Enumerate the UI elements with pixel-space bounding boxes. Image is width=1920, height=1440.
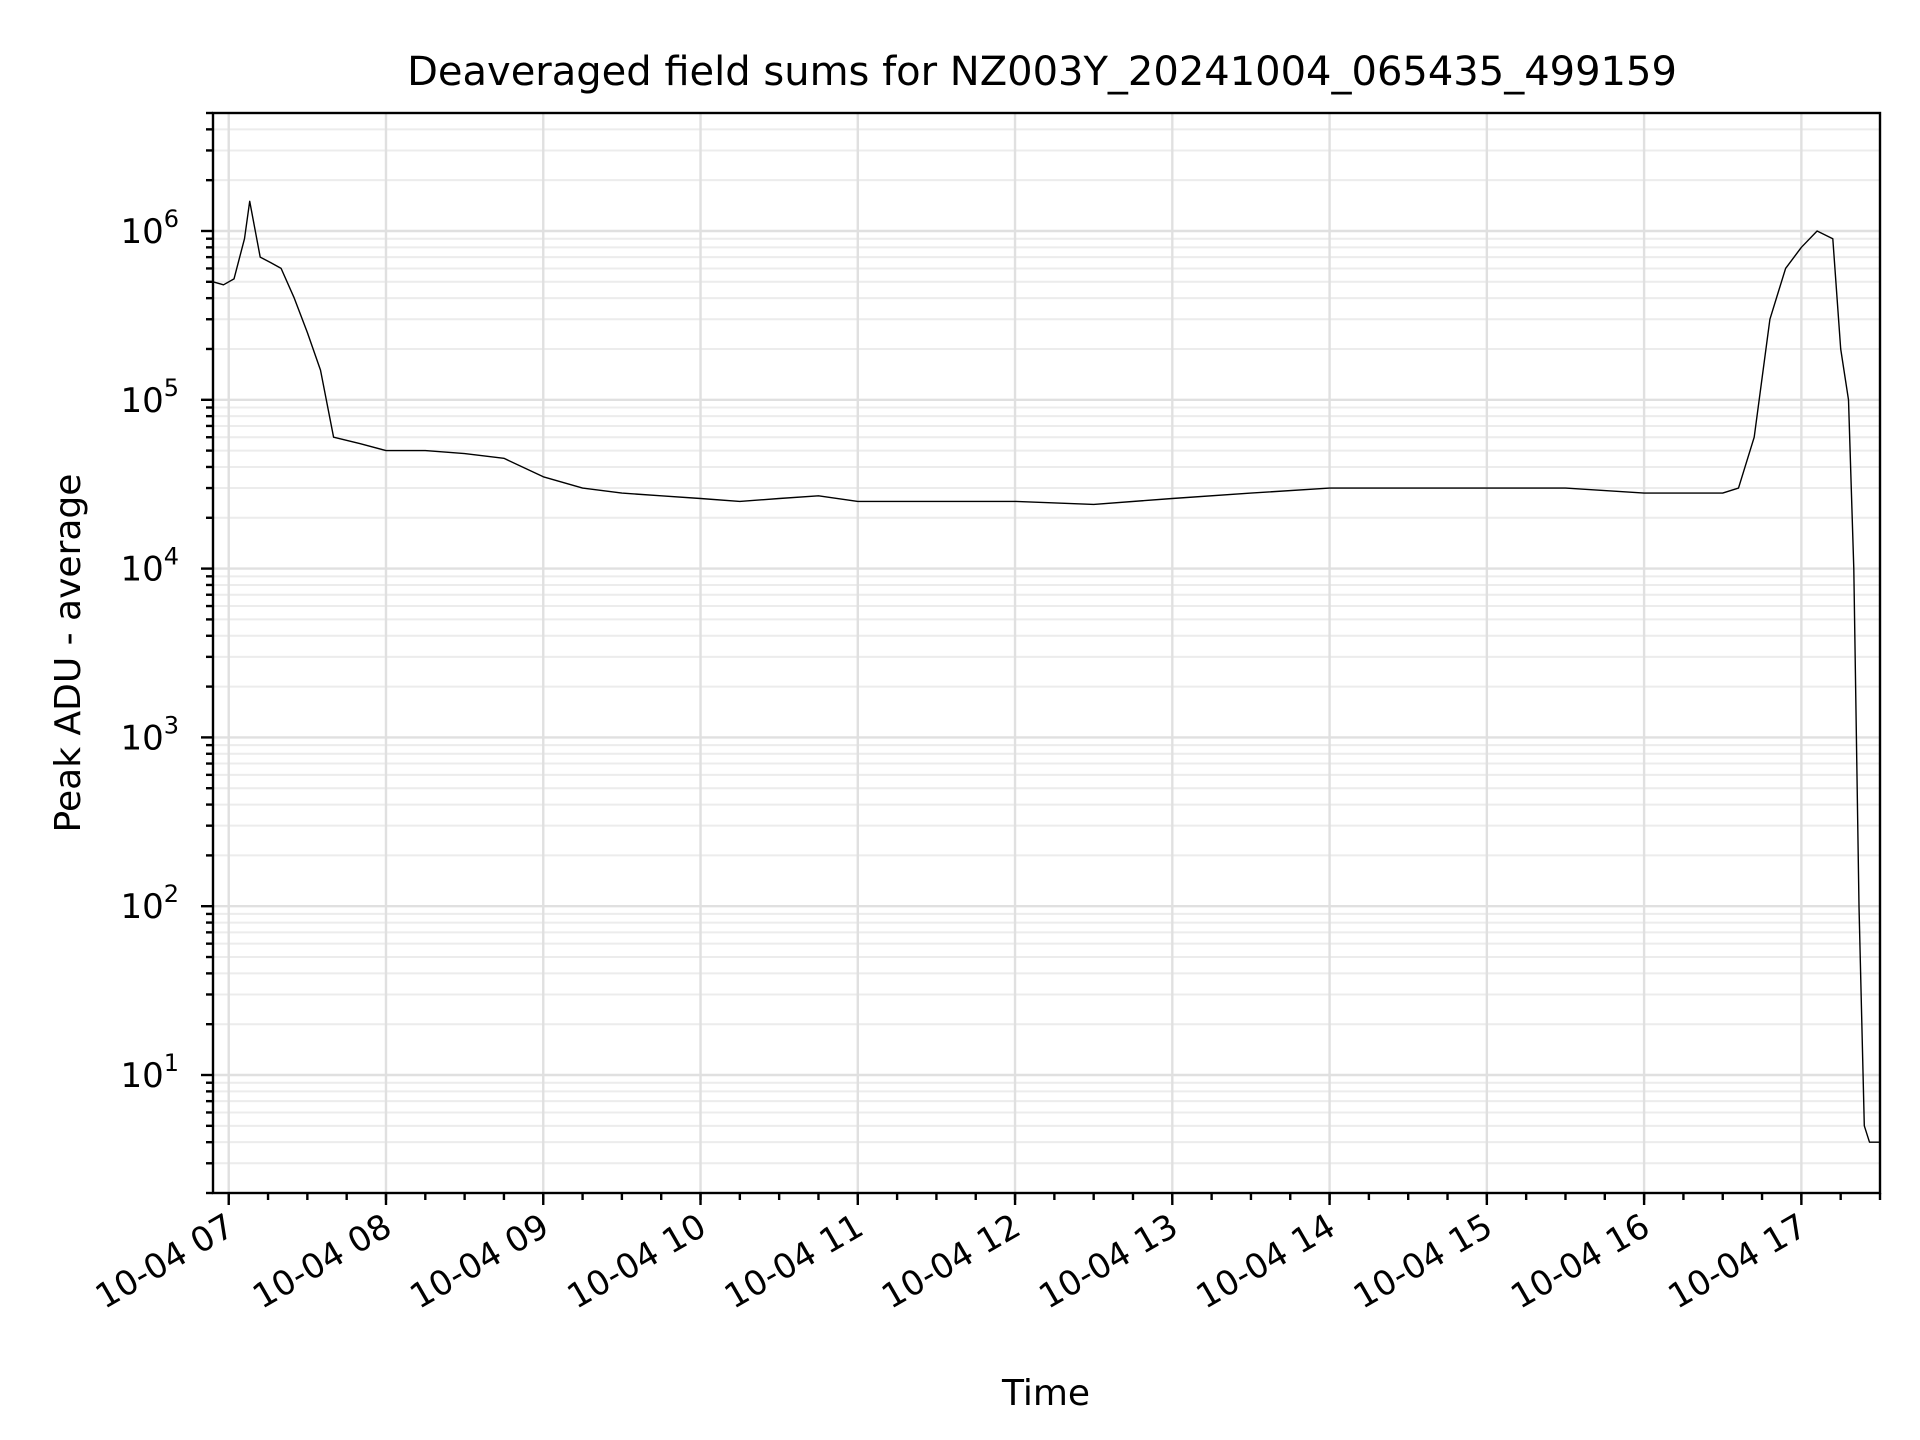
y-tick-label-base: 10 xyxy=(120,718,163,758)
y-tick-label: 104 xyxy=(120,543,179,590)
x-tick-label: 10-04 16 xyxy=(1504,1206,1656,1317)
x-tick-label: 10-04 08 xyxy=(246,1206,398,1317)
y-tick-label: 103 xyxy=(120,711,179,758)
chart-title: Deaveraged field sums for NZ003Y_2024100… xyxy=(407,49,1677,95)
y-tick-label-base: 10 xyxy=(120,887,163,927)
plot-frame xyxy=(211,111,1882,1195)
y-tick-label-base: 10 xyxy=(120,550,163,590)
y-axis-label: Peak ADU - average xyxy=(48,474,89,833)
x-tick-label: 10-04 14 xyxy=(1190,1206,1342,1317)
x-tick-label: 10-04 10 xyxy=(561,1206,713,1317)
grid xyxy=(213,112,1880,1194)
x-axis-label: Time xyxy=(1001,1373,1090,1414)
y-tick-label-exponent: 2 xyxy=(164,880,179,908)
y-tick-label-exponent: 1 xyxy=(164,1049,179,1077)
x-tick-label: 10-04 07 xyxy=(89,1206,241,1317)
x-tick-label: 10-04 15 xyxy=(1347,1206,1499,1317)
y-tick-label-exponent: 6 xyxy=(164,205,179,233)
x-tick-label: 10-04 12 xyxy=(875,1206,1027,1317)
y-tick-label-exponent: 3 xyxy=(164,711,179,739)
series-line xyxy=(212,200,1880,1143)
y-tick-label: 101 xyxy=(120,1049,179,1096)
x-axis: 10-04 07 10-04 08 10-04 09 10-04 10 10-04 11… xyxy=(89,1193,1882,1317)
x-tick-label: 10-04 17 xyxy=(1661,1206,1813,1317)
y-tick-label-exponent: 5 xyxy=(164,374,179,402)
x-tick-label: 10-04 09 xyxy=(403,1206,555,1317)
y-tick-label-exponent: 4 xyxy=(164,543,179,571)
y-tick-label-base: 10 xyxy=(120,381,163,421)
y-tick-label-base: 10 xyxy=(120,212,163,252)
y-tick-label: 105 xyxy=(120,374,179,421)
y-tick-label-base: 10 xyxy=(120,1056,163,1096)
y-tick-label: 106 xyxy=(120,205,179,252)
x-tick-label: 10-04 13 xyxy=(1032,1206,1184,1317)
x-tick-label: 10-04 11 xyxy=(718,1206,870,1317)
y-tick-label: 102 xyxy=(120,880,179,927)
